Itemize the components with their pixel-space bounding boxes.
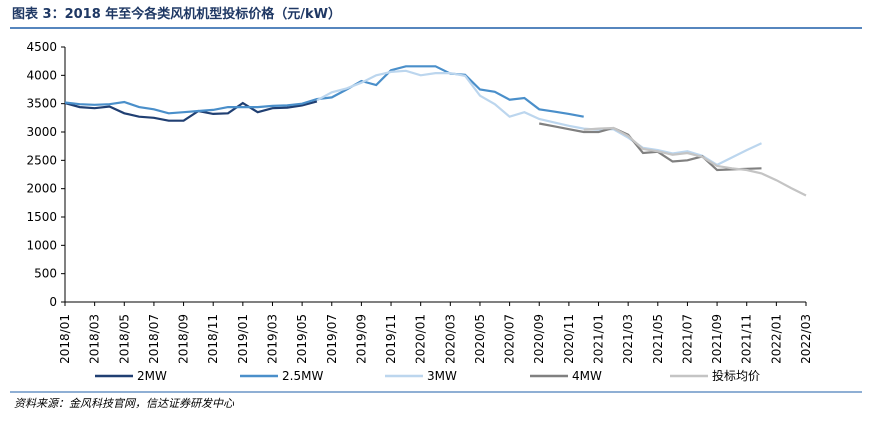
x-tick-label: 2019/03	[265, 314, 279, 364]
y-tick-label: 2000	[26, 182, 57, 196]
series-line	[316, 69, 762, 167]
x-tick-label: 2018/07	[147, 314, 161, 364]
x-tick-label: 2020/09	[532, 314, 546, 364]
x-tick-label: 2020/01	[414, 314, 428, 364]
x-tick-label: 2019/09	[354, 314, 368, 364]
x-tick-label: 2020/11	[562, 314, 576, 364]
x-tick-label: 2019/01	[236, 314, 250, 364]
series-line	[538, 122, 762, 172]
y-tick-label: 3000	[26, 125, 57, 139]
y-tick-label: 0	[49, 295, 57, 309]
legend-label: 2.5MW	[282, 369, 323, 383]
x-tick-label: 2021/03	[621, 314, 635, 364]
x-tick-label: 2018/11	[206, 314, 220, 364]
x-tick-label: 2021/05	[651, 314, 665, 364]
y-tick-label: 3500	[26, 97, 57, 111]
y-tick-label: 2500	[26, 153, 57, 167]
source: 资料来源：金风科技官网，信达证券研发中心	[14, 397, 235, 410]
x-tick-label: 2021/07	[680, 314, 694, 364]
legend-label: 2MW	[137, 369, 167, 383]
x-tick-label: 2019/11	[384, 314, 398, 364]
x-tick-label: 2021/11	[740, 314, 754, 364]
x-tick-label: 2021/01	[592, 314, 606, 364]
x-tick-label: 2018/01	[58, 314, 72, 364]
y-tick-label: 1000	[26, 238, 57, 252]
x-tick-label: 2020/03	[443, 314, 457, 364]
y-tick-label: 1500	[26, 210, 57, 224]
chart-title: 图表 3：2018 年至今各类风机机型投标价格（元/kW）	[12, 6, 341, 22]
x-tick-label: 2020/05	[473, 314, 487, 364]
legend-label: 3MW	[427, 369, 457, 383]
legend-label: 投标均价	[712, 368, 760, 383]
legend-label: 4MW	[572, 369, 602, 383]
x-tick-label: 2021/09	[710, 314, 724, 364]
x-tick-label: 2018/03	[88, 314, 102, 364]
y-tick-label: 500	[34, 267, 57, 281]
x-tick-label: 2018/09	[177, 314, 191, 364]
series-line	[583, 126, 807, 197]
x-tick-label: 2022/03	[799, 314, 813, 364]
series-line	[64, 65, 584, 118]
x-tick-label: 2020/07	[503, 314, 517, 364]
y-tick-label: 4000	[26, 68, 57, 82]
x-tick-label: 2019/05	[295, 314, 309, 364]
y-tick-label: 4500	[26, 40, 57, 54]
series-line	[64, 100, 318, 122]
x-tick-label: 2019/07	[325, 314, 339, 364]
x-tick-label: 2022/01	[769, 314, 783, 364]
x-tick-label: 2018/05	[117, 314, 131, 364]
